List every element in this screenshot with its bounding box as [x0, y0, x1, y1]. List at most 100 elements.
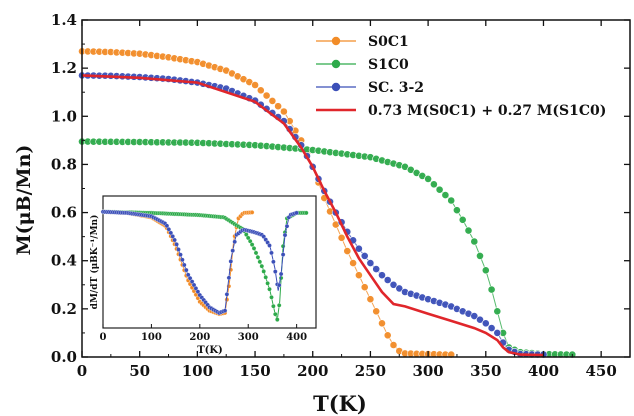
- inset-data-point: [273, 311, 278, 317]
- inset-data-point: [276, 282, 282, 288]
- y-tick-label: 0.4: [51, 252, 77, 270]
- inset-x-tick-label: 300: [238, 332, 259, 343]
- data-point: [464, 226, 473, 235]
- legend-entry: S1C0: [316, 57, 409, 73]
- inset-x-axis-label: T(K): [197, 345, 223, 356]
- series-line: [81, 74, 544, 357]
- data-point: [378, 271, 386, 280]
- inset-data-point: [228, 259, 234, 264]
- inset-data-point: [273, 269, 278, 274]
- inset-data-point: [247, 238, 253, 244]
- data-point: [366, 259, 375, 267]
- data-point: [476, 315, 484, 324]
- legend-entry: SC. 3-2: [316, 80, 424, 96]
- data-point: [360, 251, 369, 260]
- inset-data-point: [226, 275, 232, 281]
- x-tick-label: 200: [297, 362, 328, 380]
- data-point: [268, 97, 277, 105]
- inset-data-point: [187, 275, 193, 281]
- x-tick-label: 150: [239, 362, 270, 380]
- data-point: [279, 107, 288, 116]
- x-tick-label: 250: [355, 362, 386, 380]
- data-point: [354, 271, 363, 280]
- y-tick-label: 0.6: [51, 204, 77, 222]
- data-point: [481, 266, 490, 275]
- inset-series-sc-3-2: [100, 209, 299, 316]
- inset-x-tick-label: 0: [100, 332, 107, 343]
- y-tick-label: 0.2: [51, 300, 77, 318]
- inset-data-point: [271, 303, 276, 309]
- inset-data-point: [259, 263, 265, 269]
- inset-data-point: [280, 252, 286, 257]
- inset-data-point: [191, 282, 197, 288]
- inset-data-point: [282, 232, 288, 238]
- x-tick-label: 400: [528, 362, 559, 380]
- inset-data-point: [185, 272, 191, 278]
- inset-axes: 0 100 200 300 400: [100, 324, 307, 343]
- inset-data-point: [269, 250, 274, 256]
- main-axes: 0 50 100 150 200 250 300 350 400 450 0.0 0.2 0.4 0.6 0…: [51, 11, 631, 380]
- legend-entry: S0C1: [316, 34, 409, 50]
- inset-data-point: [284, 223, 290, 229]
- data-point: [389, 280, 398, 289]
- inset-data-point: [261, 269, 266, 274]
- data-point: [389, 341, 398, 349]
- data-point: [481, 319, 490, 328]
- inset-data-point: [168, 230, 174, 236]
- data-point: [372, 307, 381, 316]
- inset-data-point: [255, 255, 261, 260]
- y-tick-label: 0.0: [51, 348, 77, 366]
- inset-data-point: [174, 242, 179, 247]
- inset-data-point: [304, 210, 309, 216]
- inset-data-point: [230, 248, 235, 253]
- x-tick-label: 100: [182, 362, 213, 380]
- inset-data-point: [269, 295, 274, 300]
- data-point: [343, 247, 352, 255]
- data-point: [360, 283, 369, 292]
- data-point: [251, 81, 259, 89]
- data-point: [435, 185, 444, 194]
- data-point: [366, 295, 375, 304]
- data-point: [274, 102, 282, 111]
- data-point: [452, 206, 461, 215]
- x-tick-label: 350: [470, 362, 501, 380]
- inset-data-point: [253, 250, 259, 256]
- data-point: [447, 196, 456, 205]
- inset-data-point: [222, 308, 228, 313]
- inset-data-point: [232, 239, 237, 245]
- data-point: [378, 319, 386, 328]
- legend-label: SC. 3-2: [368, 80, 424, 96]
- y-tick-label: 1.2: [51, 59, 77, 77]
- data-point: [372, 265, 381, 273]
- data-point: [429, 180, 438, 189]
- inset-data-point: [294, 210, 299, 216]
- x-axis-label: T(K): [313, 391, 367, 416]
- legend-entry: 0.73 M(S0C1) + 0.27 M(S1C0): [316, 103, 606, 119]
- inset-data-point: [276, 303, 282, 308]
- data-point: [349, 259, 357, 267]
- inset-x-tick-label: 400: [286, 332, 307, 343]
- data-point: [395, 284, 404, 293]
- inset-data-point: [251, 246, 257, 251]
- inset-data-point: [170, 234, 175, 239]
- legend-swatch-marker: [331, 59, 341, 69]
- legend-label: 0.73 M(S0C1) + 0.27 M(S1C0): [368, 103, 606, 119]
- inset-data-point: [193, 286, 199, 291]
- inset-data-point: [195, 289, 201, 294]
- inset-data-point: [176, 247, 181, 252]
- data-point: [470, 312, 479, 320]
- y-tick-label: 1.0: [51, 107, 77, 125]
- data-point: [383, 331, 392, 340]
- inset-y-axis-label: dM/dT (μBK⁻¹/Mn): [89, 215, 100, 310]
- inset-data-point: [271, 259, 276, 265]
- inset-data-point: [249, 242, 255, 247]
- data-point: [354, 244, 363, 253]
- inset-data-point: [249, 210, 255, 215]
- inset-chart: 0 100 200 300 400 T(K) dM/dT (μBK⁻¹/Mn): [89, 195, 317, 356]
- x-tick-label: 50: [129, 362, 150, 380]
- data-point: [487, 324, 496, 332]
- inset-data-point: [172, 237, 177, 243]
- legend: S0C1 S1C0 SC. 3-2 0.73 M(S0C1) + 0.27 M(S1C…: [316, 34, 606, 119]
- y-tick-label: 0.8: [51, 155, 77, 173]
